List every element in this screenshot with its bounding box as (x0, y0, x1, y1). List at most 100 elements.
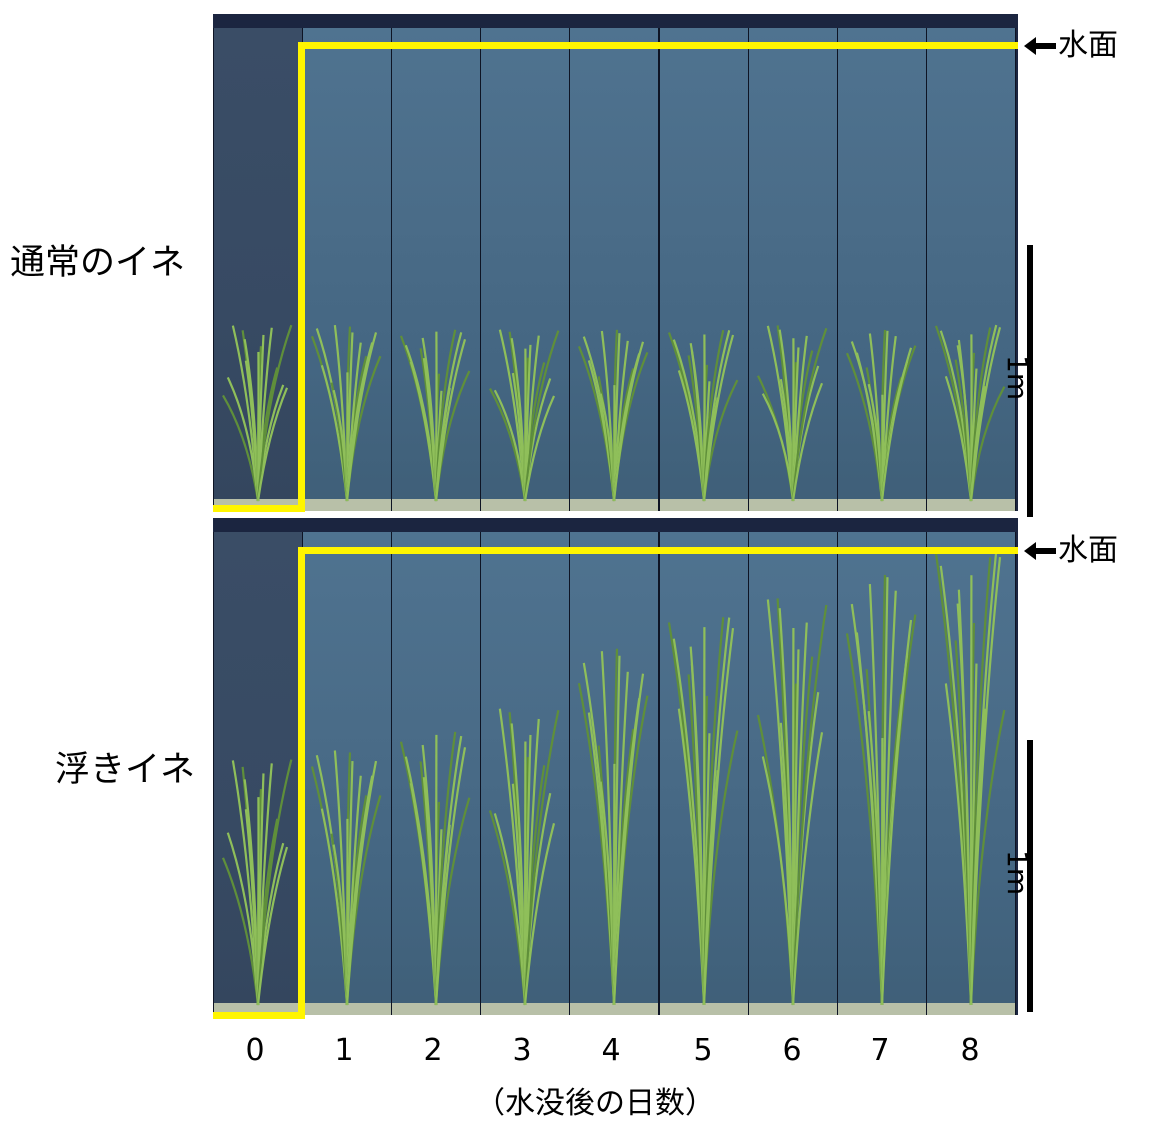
tank-sand (481, 1003, 569, 1015)
rice-plant (845, 574, 917, 1006)
tank-sand (927, 499, 1015, 511)
water-tank (659, 28, 749, 511)
rice-leaf (577, 682, 616, 1006)
water-surface-text: 水面 (1058, 533, 1118, 568)
scale-bar-top (1027, 245, 1033, 517)
rice-leaf (880, 619, 913, 1006)
tank-sand (749, 499, 837, 511)
tank-sand (392, 1003, 480, 1015)
water-tank (213, 532, 303, 1015)
rice-leaf (791, 327, 828, 502)
tank-sand (838, 1003, 926, 1015)
rice-plant (221, 759, 293, 1006)
water-tank (480, 28, 570, 511)
day-label: 6 (782, 1033, 802, 1068)
tank-sand (303, 1003, 391, 1015)
row-label-normal-rice: 通常のイネ (10, 243, 186, 283)
waterline-bottom-vertical (298, 547, 305, 1019)
water-tank (302, 28, 392, 511)
rice-leaf (256, 759, 293, 1006)
rice-plant (577, 648, 649, 1006)
tank-sand (927, 1003, 1015, 1015)
rice-leaf (577, 345, 616, 502)
day-label: 0 (245, 1033, 265, 1068)
rice-leaf (612, 341, 645, 502)
rice-leaf (702, 628, 735, 1006)
photo-panel-normal-rice (213, 14, 1018, 511)
rice-leaf (969, 557, 1002, 1006)
tank-sand (392, 499, 480, 511)
rice-plant (222, 324, 293, 502)
rice-leaf (310, 335, 349, 502)
water-tank (391, 28, 481, 511)
tank-sand (838, 499, 926, 511)
waterline-top-vertical (298, 42, 305, 512)
water-tank (391, 532, 481, 1015)
day-label: 5 (693, 1033, 713, 1068)
rice-leaf (791, 604, 828, 1006)
water-tank (748, 532, 838, 1015)
day-label: 8 (960, 1033, 980, 1068)
rice-leaf (791, 382, 824, 502)
tank-sand (749, 1003, 837, 1015)
water-tank (480, 532, 570, 1015)
rice-plant (667, 617, 739, 1006)
rice-leaf (880, 347, 913, 502)
rice-plant (934, 551, 1006, 1006)
rice-plant (934, 324, 1006, 502)
tank-sand (660, 499, 748, 511)
water-tank (837, 28, 927, 511)
rice-leaf (523, 330, 560, 502)
day-label: 1 (334, 1033, 354, 1068)
rice-plant (667, 329, 739, 502)
rice-leaf (345, 332, 378, 502)
day-label: 2 (423, 1033, 443, 1068)
water-surface-label-bottom: 水面 (1022, 534, 1118, 568)
day-label: 4 (601, 1033, 621, 1068)
water-tank (926, 28, 1016, 511)
left-arrow-icon (1024, 542, 1056, 560)
rice-plant (756, 598, 828, 1006)
rice-leaf (969, 327, 1002, 502)
rice-leaf (523, 395, 556, 502)
rice-leaf (434, 747, 467, 1006)
rice-plant (399, 329, 471, 502)
rice-leaf (612, 673, 645, 1006)
rice-leaf (702, 334, 735, 502)
rice-leaf (256, 324, 293, 502)
x-axis-label: （水没後の日数） (475, 1086, 715, 1121)
tank-sand (570, 1003, 658, 1015)
rice-leaf (434, 339, 467, 502)
rice-leaf (310, 766, 349, 1006)
water-tank (926, 532, 1016, 1015)
scale-label-bottom: 1m (1001, 850, 1034, 896)
tank-sand (303, 499, 391, 511)
scale-label-top: 1m (1001, 355, 1034, 401)
rice-leaf (791, 732, 824, 1006)
waterline-top-bottom (213, 505, 305, 512)
water-tank (837, 532, 927, 1015)
left-arrow-icon (1024, 37, 1056, 55)
rice-leaf (256, 387, 289, 502)
rice-leaf (523, 823, 556, 1006)
tank-sand (660, 1003, 748, 1015)
water-tank (748, 28, 838, 511)
rice-plant (310, 750, 382, 1006)
photo-panel-deepwater-rice (213, 518, 1018, 1015)
waterline-bottom-horizontal (302, 547, 1018, 554)
row-label-deepwater-rice: 浮きイネ (55, 750, 196, 790)
rice-plant (845, 329, 917, 502)
rice-plant (577, 329, 649, 502)
tank-sand (570, 499, 658, 511)
water-tank (213, 28, 303, 511)
water-tank (569, 532, 659, 1015)
rice-leaf (345, 760, 378, 1006)
waterline-bottom-bottom (213, 1012, 305, 1019)
waterline-top-horizontal (302, 42, 1018, 49)
tank-sand (481, 499, 569, 511)
day-label: 7 (870, 1033, 890, 1068)
rice-plant (489, 329, 560, 502)
day-label: 3 (512, 1033, 532, 1068)
rice-plant (399, 731, 471, 1006)
water-tank (659, 532, 749, 1015)
